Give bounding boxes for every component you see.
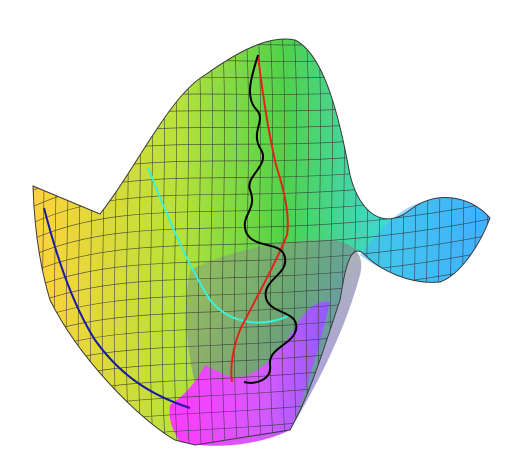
mesh-column-line: [233, 39, 239, 445]
red-path: [230, 54, 289, 383]
mesh-column-line: [209, 39, 215, 445]
surface: [32, 30, 502, 460]
surface-front-lip: [169, 301, 330, 446]
mesh-column-line: [257, 39, 263, 445]
surface-right-fold: [360, 199, 490, 283]
mesh-column-line: [498, 30, 502, 460]
blue-path: [43, 207, 191, 409]
mesh-row-line: [33, 232, 490, 294]
mesh-column-line: [197, 39, 203, 445]
surface-main-sheet: [33, 39, 490, 445]
mesh-row-line: [33, 248, 490, 310]
optimization-paths: [43, 54, 298, 409]
mesh-column-line: [33, 39, 35, 445]
cyan-path: [147, 167, 291, 324]
mesh-column-line: [293, 39, 299, 445]
mesh-row-line: [33, 216, 490, 278]
mesh-column-line: [485, 39, 490, 445]
mesh-column-line: [269, 39, 275, 445]
mesh-column-line: [281, 39, 287, 445]
mesh-row-line: [33, 200, 490, 262]
mesh-column-line: [221, 39, 227, 445]
surface-outline: [32, 38, 491, 446]
black-path: [243, 54, 298, 384]
